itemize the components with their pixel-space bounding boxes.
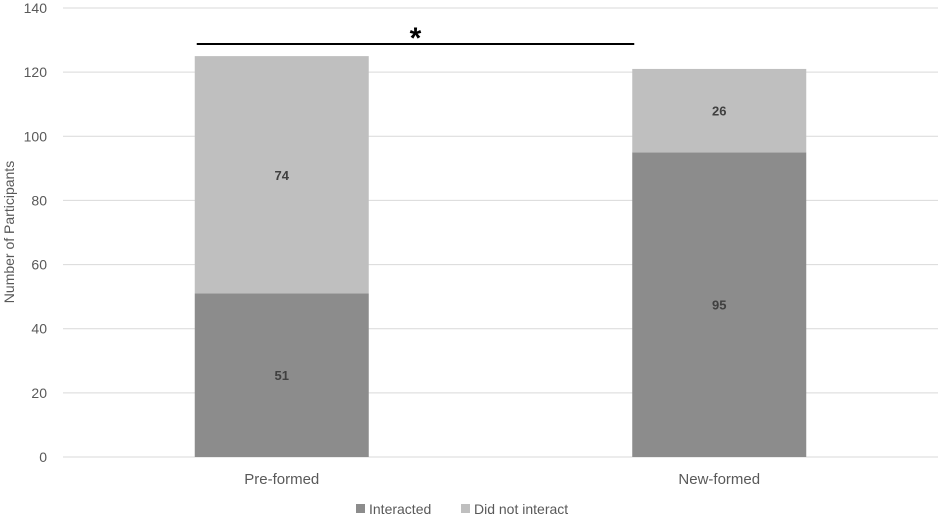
gridlines: [63, 7, 938, 458]
data-label: 74: [275, 168, 290, 183]
bars: [194, 56, 807, 458]
y-tick-label: 120: [24, 64, 48, 80]
legend-label: Interacted: [369, 501, 431, 517]
data-label: 51: [275, 368, 289, 383]
bar-segment: [632, 152, 807, 458]
data-label: 95: [712, 298, 726, 313]
bar-segment: [194, 293, 369, 457]
y-tick-label: 60: [31, 257, 47, 273]
significance-star: *: [410, 22, 422, 55]
data-label: 26: [712, 104, 726, 119]
y-tick-label: 0: [39, 449, 47, 465]
y-axis-title: Number of Participants: [1, 161, 17, 303]
legend-swatch: [356, 504, 365, 513]
bar-segment: [632, 68, 807, 153]
y-tick-label: 140: [24, 0, 48, 16]
x-tick-label: Pre-formed: [244, 471, 319, 488]
x-tick-label: New-formed: [678, 471, 760, 488]
y-tick-label: 80: [31, 192, 47, 208]
legend: Interacted Did not interact: [356, 501, 568, 517]
y-tick-label: 100: [24, 128, 48, 144]
legend-label: Did not interact: [474, 501, 568, 517]
legend-swatch: [461, 504, 470, 513]
y-tick-label: 40: [31, 321, 47, 337]
y-tick-label: 20: [31, 385, 47, 401]
axes: 0 20 40 60 80 100 120 140 Pre-formed New-formed: [24, 0, 760, 488]
data-labels: 51 74 95 26: [275, 104, 727, 384]
significance-annotation: *: [196, 22, 635, 55]
bar-segment: [194, 56, 369, 294]
